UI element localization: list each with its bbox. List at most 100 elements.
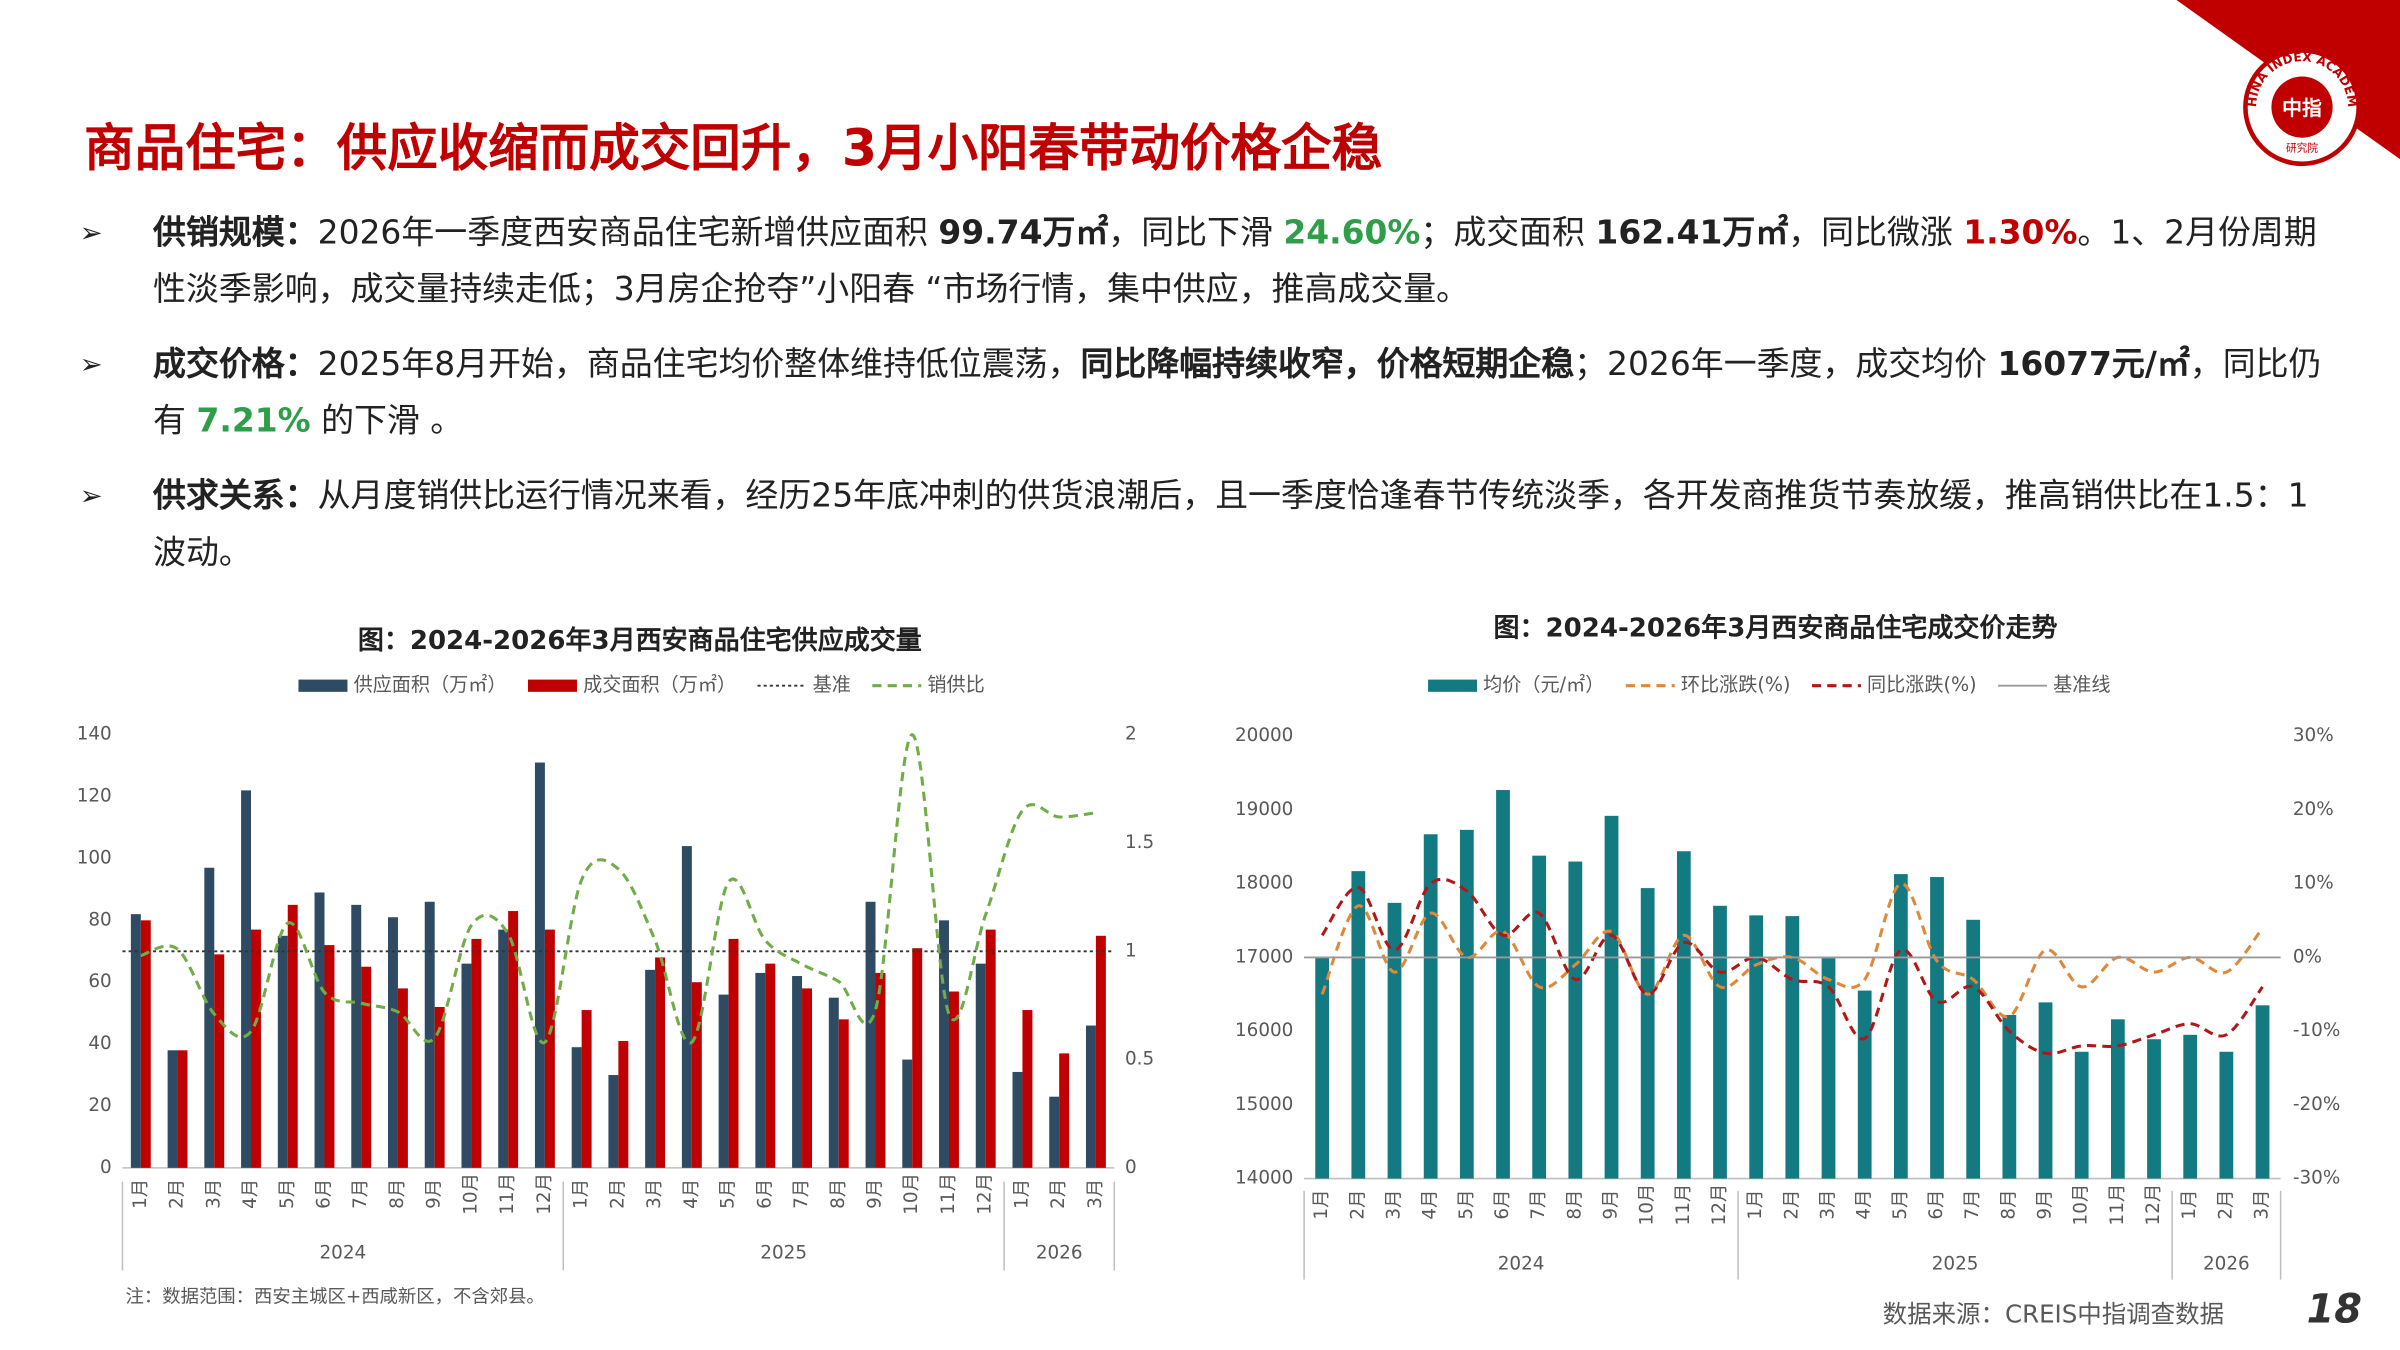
x-tick-label: 1月 xyxy=(2179,1190,2200,1220)
logo-name: 中指 xyxy=(2282,97,2322,120)
x-tick-label: 7月 xyxy=(1962,1190,1983,1220)
bar xyxy=(2038,1002,2053,1179)
bar xyxy=(2110,1019,2125,1179)
bar xyxy=(461,963,472,1168)
bullet-text: 99.74万㎡ xyxy=(938,214,1109,253)
bar xyxy=(1604,815,1619,1179)
year-label: 2025 xyxy=(1932,1253,1979,1274)
bar xyxy=(277,935,288,1168)
y2-tick-label: -20% xyxy=(2293,1094,2340,1115)
x-tick-label: 11月 xyxy=(2107,1184,2128,1226)
x-tick-label: 7月 xyxy=(791,1179,812,1209)
year-label: 2024 xyxy=(319,1243,366,1264)
bar xyxy=(571,1047,582,1168)
bar xyxy=(1049,1096,1060,1168)
legend-swatch xyxy=(527,679,577,692)
bullet-text: ，同比下滑 xyxy=(1108,214,1284,253)
x-tick-label: 2月 xyxy=(1347,1190,1368,1220)
legend-label: 基准线 xyxy=(2053,673,2110,696)
y-tick-label: 120 xyxy=(77,786,112,807)
bullet-list: ➢ 供销规模：2026年一季度西安商品住宅新增供应面积 99.74万㎡，同比下滑 … xyxy=(80,205,2322,600)
legend-label: 环比涨跌(%) xyxy=(1681,673,1791,696)
bullet-text: 的下滑 。 xyxy=(310,402,464,441)
legend-label: 销供比 xyxy=(927,673,984,696)
chart-title: 图：2024-2026年3月西安商品住宅成交价走势 xyxy=(1494,613,2058,644)
x-tick-label: 9月 xyxy=(865,1179,886,1209)
bar xyxy=(214,954,225,1168)
x-tick-label: 5月 xyxy=(277,1179,298,1209)
y-tick-label: 0 xyxy=(100,1157,112,1178)
x-tick-label: 5月 xyxy=(718,1179,739,1209)
x-tick-label: 1月 xyxy=(571,1179,592,1209)
bar xyxy=(1893,874,1908,1179)
y-tick-label: 20 xyxy=(88,1095,111,1116)
bar xyxy=(434,1006,445,1168)
x-tick-label: 6月 xyxy=(1492,1190,1513,1220)
bar xyxy=(1496,790,1510,1179)
bar xyxy=(140,920,151,1168)
x-tick-label: 6月 xyxy=(754,1179,775,1209)
x-tick-label: 3月 xyxy=(2252,1190,2273,1220)
x-tick-label: 6月 xyxy=(313,1179,334,1209)
bar xyxy=(204,867,215,1168)
bullet-text: 16077元/㎡ xyxy=(1997,345,2190,385)
bullet-text: 7.21% xyxy=(196,402,311,441)
bar xyxy=(2002,1014,2017,1179)
bar xyxy=(388,917,398,1168)
y-tick-label: 14000 xyxy=(1235,1168,1293,1189)
bar xyxy=(828,997,839,1168)
y2-tick-label: 1.5 xyxy=(1125,832,1154,853)
y2-tick-label: -10% xyxy=(2293,1020,2340,1041)
bar xyxy=(681,846,692,1168)
bar xyxy=(177,1050,188,1168)
x-tick-label: 8月 xyxy=(828,1179,849,1209)
bar xyxy=(397,988,408,1168)
bar xyxy=(1387,902,1402,1179)
bullet-marker: ➢ xyxy=(79,217,103,250)
x-tick-label: 12月 xyxy=(1709,1184,1730,1226)
bar xyxy=(802,988,812,1168)
legend-label: 同比涨跌(%) xyxy=(1867,673,1977,696)
bullet-marker: ➢ xyxy=(79,480,103,513)
bar xyxy=(1821,958,1836,1179)
y-tick-label: 20000 xyxy=(1235,725,1293,746)
bar xyxy=(471,938,482,1168)
bar xyxy=(1785,916,1800,1179)
y2-tick-label: 2 xyxy=(1125,724,1137,745)
x-tick-label: 11月 xyxy=(497,1173,518,1215)
y2-tick-label: -30% xyxy=(2293,1168,2340,1189)
y-tick-label: 15000 xyxy=(1235,1094,1293,1115)
bar xyxy=(2183,1034,2198,1179)
y2-tick-label: 0% xyxy=(2293,946,2322,967)
bar xyxy=(1022,1010,1033,1168)
line xyxy=(140,733,1097,1045)
bullet: ➢ 供求关系：从月度销供比运行情况来看，经历25年底冲刺的供货浪潮后，且一季度恰逢… xyxy=(80,468,2322,581)
y2-tick-label: 10% xyxy=(2293,873,2334,894)
legend-label: 基准 xyxy=(813,673,851,696)
x-tick-label: 2月 xyxy=(1048,1179,1069,1209)
bar xyxy=(424,901,435,1168)
bullet-text: 1.30% xyxy=(1963,214,2078,253)
x-tick-label: 12月 xyxy=(975,1173,996,1215)
bar xyxy=(1315,956,1330,1179)
bullet-text: 供销规模： xyxy=(153,214,318,253)
x-tick-label: 12月 xyxy=(534,1173,555,1215)
y-tick-label: 19000 xyxy=(1235,799,1293,820)
year-label: 2025 xyxy=(760,1243,807,1264)
bullet-text: 2025年8月开始，商品住宅均价整体维持低位震荡， xyxy=(317,345,1081,385)
bar xyxy=(2074,1051,2089,1179)
x-tick-label: 10月 xyxy=(901,1173,922,1215)
x-tick-label: 9月 xyxy=(1601,1190,1622,1220)
bullet-text: ，同比仍有 xyxy=(153,345,2322,441)
bar xyxy=(1749,915,1764,1179)
bar xyxy=(792,976,803,1168)
y2-tick-label: 1 xyxy=(1125,940,1137,961)
bar xyxy=(361,966,372,1168)
bullet-marker: ➢ xyxy=(79,348,103,382)
bar xyxy=(167,1050,178,1168)
year-label: 2026 xyxy=(1036,1243,1083,1264)
x-tick-label: 4月 xyxy=(1420,1190,1441,1220)
legend-label: 成交面积（万㎡） xyxy=(583,673,736,696)
bar xyxy=(581,1010,592,1168)
